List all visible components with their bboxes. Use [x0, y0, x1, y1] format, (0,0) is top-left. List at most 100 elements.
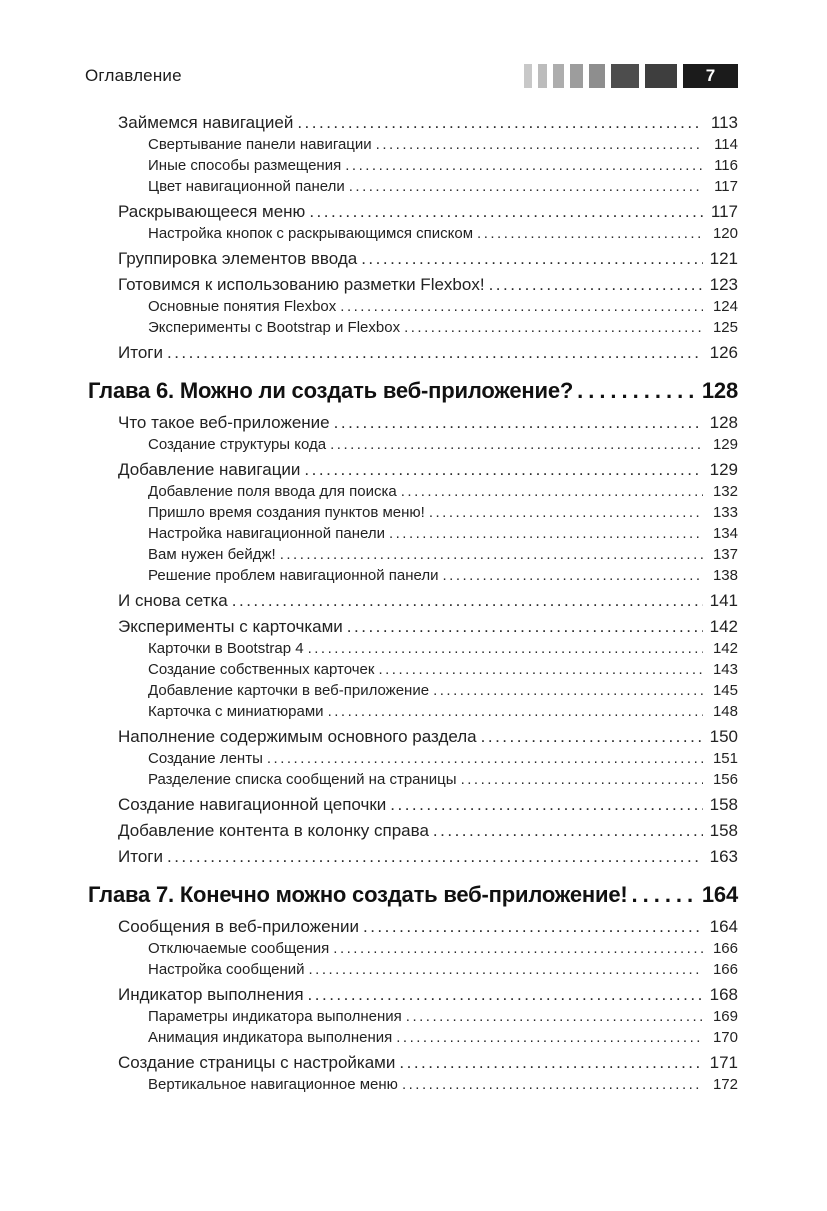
toc-entry: Добавление карточки в веб-приложение 145: [88, 680, 738, 701]
toc-entry: Пришло время создания пунктов меню! 133: [88, 502, 738, 523]
toc-entry-title: Вам нужен бейдж!: [148, 546, 276, 563]
toc-entry-title: Добавление контента в колонку справа: [118, 821, 429, 840]
toc-entry-page: 129: [712, 436, 738, 453]
toc-entry-title: Основные понятия Flexbox: [148, 298, 337, 315]
toc-entry-page: 113: [710, 113, 738, 132]
dot-leader: [333, 938, 703, 959]
toc-entry-page: 116: [714, 157, 738, 174]
toc-entry-title: Глава 7. Конечно можно создать веб-прило…: [88, 882, 628, 907]
toc-entry: Группировка элементов ввода 121: [88, 248, 738, 270]
toc-entry-page: 164: [709, 917, 738, 936]
header-bar-segment: [611, 64, 639, 88]
toc-entry-page: 168: [709, 985, 738, 1004]
dot-leader: [378, 659, 703, 680]
toc-entry-page: 142: [712, 640, 738, 657]
dot-leader: [167, 342, 703, 364]
toc-entry-title: Группировка элементов ввода: [118, 249, 358, 268]
toc-chapter-entry: Глава 6. Можно ли создать веб-приложение…: [88, 376, 738, 406]
dot-leader: [297, 112, 703, 134]
toc-entry-page: 132: [712, 483, 738, 500]
dot-leader: [396, 1027, 703, 1048]
toc-entry: Эксперименты с карточками 142: [88, 616, 738, 638]
toc-entry: Сообщения в веб-приложении 164: [88, 916, 738, 938]
toc-entry-title: Наполнение содержимым основного раздела: [118, 727, 477, 746]
toc-entry-page: 164: [701, 882, 738, 907]
dot-leader: [308, 638, 703, 659]
toc-entry: Создание страницы с настройками 171: [88, 1052, 738, 1074]
toc-entry: Готовимся к использованию разметки Flexb…: [88, 274, 738, 296]
toc-entry-page: 163: [709, 847, 738, 866]
toc-entry-title: Займемся навигацией: [118, 113, 294, 132]
toc-entry-title: Что такое веб-приложение: [118, 413, 330, 432]
toc-entry-title: Настройка сообщений: [148, 961, 305, 978]
toc-entry: Вертикальное навигационное меню 172: [88, 1074, 738, 1095]
toc-entry-page: 126: [709, 343, 738, 362]
toc-entry: Настройка сообщений 166: [88, 959, 738, 980]
dot-leader: [309, 201, 703, 223]
dot-leader: [390, 794, 703, 816]
toc-entry-title: Создание навигационной цепочки: [118, 795, 387, 814]
toc-entry-page: 150: [709, 727, 738, 746]
toc-list: Займемся навигацией 113 Свертывание пане…: [88, 108, 738, 1095]
toc-entry-title: Карточка с миниатюрами: [148, 703, 324, 720]
toc-entry-title: Создание ленты: [148, 750, 263, 767]
toc-entry-title: Отключаемые сообщения: [148, 940, 330, 957]
toc-entry-title: Карточки в Bootstrap 4: [148, 640, 304, 657]
dot-leader: [401, 481, 703, 502]
toc-entry-page: 145: [712, 682, 738, 699]
page-number: 7: [705, 66, 716, 85]
dot-leader: [361, 248, 703, 270]
toc-entry-page: 166: [712, 961, 738, 978]
dot-leader: [363, 916, 703, 938]
toc-entry: Создание ленты 151: [88, 748, 738, 769]
toc-entry-title: Добавление поля ввода для поиска: [148, 483, 397, 500]
toc-entry: Эксперименты с Bootstrap и Flexbox 125: [88, 317, 738, 338]
toc-entry: Цвет навигационной панели 117: [88, 176, 738, 197]
toc-entry: Добавление контента в колонку справа 158: [88, 820, 738, 842]
dot-leader: [402, 1074, 703, 1095]
toc-entry-page: 148: [712, 703, 738, 720]
toc-entry-page: 170: [712, 1029, 738, 1046]
dot-leader: [167, 846, 703, 868]
dot-leader: [267, 748, 703, 769]
dot-leader: [443, 565, 704, 586]
dot-leader: [389, 523, 703, 544]
toc-entry-title: Иные способы размещения: [148, 157, 342, 174]
toc-entry: Решение проблем навигационной панели 138: [88, 565, 738, 586]
dot-leader: [334, 412, 703, 434]
toc-entry: Займемся навигацией 113: [88, 112, 738, 134]
dot-leader: [433, 680, 703, 701]
toc-entry-title: Эксперименты с Bootstrap и Flexbox: [148, 319, 401, 336]
toc-entry-title: Создание структуры кода: [148, 436, 327, 453]
toc-entry-title: Готовимся к использованию разметки Flexb…: [118, 275, 485, 294]
toc-entry-page: 171: [709, 1053, 738, 1072]
toc-entry-title: Параметры индикатора выполнения: [148, 1008, 402, 1025]
toc-entry-page: 158: [709, 795, 738, 814]
toc-entry-page: 137: [712, 546, 738, 563]
toc-entry: И снова сетка 141: [88, 590, 738, 612]
toc-entry-title: Анимация индикатора выполнения: [148, 1029, 393, 1046]
toc-entry-title: Раскрывающееся меню: [118, 202, 306, 221]
dot-leader: [399, 1052, 703, 1074]
toc-entry-title: Добавление навигации: [118, 460, 301, 479]
toc-entry-title: И снова сетка: [118, 591, 228, 610]
dot-leader: [309, 959, 703, 980]
header-bar-segment: [589, 64, 605, 88]
toc-entry-title: Эксперименты с карточками: [118, 617, 343, 636]
toc-entry: Отключаемые сообщения 166: [88, 938, 738, 959]
toc-entry-page: 117: [714, 178, 738, 195]
toc-entry-title: Настройка навигационной панели: [148, 525, 385, 542]
toc-entry: Наполнение содержимым основного раздела …: [88, 726, 738, 748]
toc-entry-title: Настройка кнопок с раскрывающимся списко…: [148, 225, 474, 242]
toc-entry-page: 129: [709, 460, 738, 479]
dot-leader: [345, 155, 703, 176]
dot-leader: [232, 590, 703, 612]
toc-entry: Раскрывающееся меню 117: [88, 201, 738, 223]
toc-entry-page: 117: [710, 202, 738, 221]
toc-entry-page: 143: [712, 661, 738, 678]
toc-entry: Настройка навигационной панели 134: [88, 523, 738, 544]
toc-entry-title: Создание собственных карточек: [148, 661, 375, 678]
toc-entry: Создание структуры кода 129: [88, 434, 738, 455]
header-bar-segment: [538, 64, 547, 88]
